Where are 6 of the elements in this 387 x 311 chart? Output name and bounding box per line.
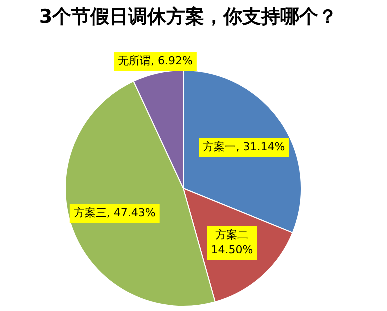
slice-label: 方案三, 47.43%	[74, 206, 156, 220]
slice-label: 无所谓, 6.92%	[118, 54, 193, 68]
slice-label: 方案二	[216, 228, 249, 242]
slice-label: 方案一, 31.14%	[203, 140, 286, 154]
chart-title: 3个节假日调休方案，你支持哪个？	[38, 5, 339, 30]
data-label: 14.50%	[211, 243, 254, 256]
